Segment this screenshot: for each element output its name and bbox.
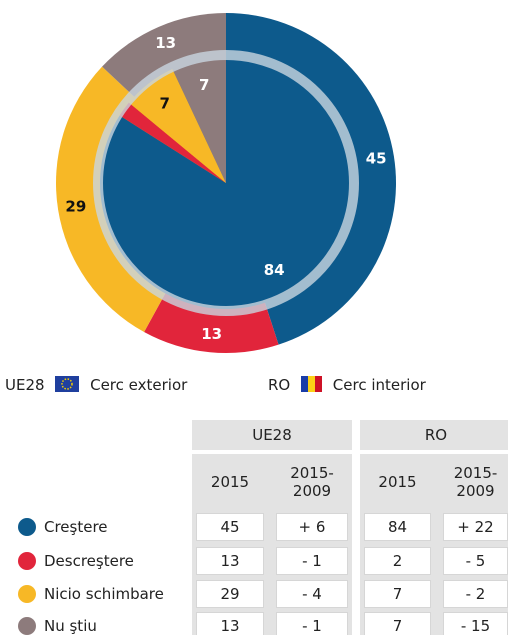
category: Creştere <box>44 518 108 536</box>
row-label: Nicio schimbare <box>18 581 188 607</box>
ro-flag <box>301 376 323 392</box>
table-cell: 7 <box>364 612 431 635</box>
category: Descreştere <box>44 552 134 570</box>
legend-label: Cerc exterior <box>90 376 188 394</box>
group-header: UE28 <box>192 420 352 450</box>
slice <box>172 57 226 183</box>
data-label: 13 <box>155 34 176 52</box>
table-cell: + 22 <box>443 513 508 541</box>
row-label: Descreştere <box>18 548 188 574</box>
data-label: 29 <box>65 197 86 215</box>
inner-ring <box>93 50 359 316</box>
table-cell: 2 <box>364 547 431 575</box>
table-cell: 84 <box>364 513 431 541</box>
data-label: 7 <box>199 76 209 94</box>
table-cell: - 15 <box>443 612 508 635</box>
table-cell: 7 <box>364 580 431 608</box>
legend-dot <box>18 518 36 536</box>
table-cell: 13 <box>196 547 264 575</box>
row-label: Creştere <box>18 514 188 540</box>
data-label: 7 <box>159 94 169 112</box>
slice <box>119 102 226 183</box>
category: Nicio schimbare <box>44 585 164 603</box>
data-label: 84 <box>264 261 285 279</box>
legend-dot <box>18 552 36 570</box>
eu-flag <box>55 376 80 392</box>
legend-name: UE28 <box>5 376 45 394</box>
legend-label: Cerc interior <box>332 376 426 394</box>
table-cell: - 1 <box>276 612 348 635</box>
data-label: 45 <box>366 150 387 168</box>
row-label: Nu ştiu <box>18 613 188 635</box>
table-cell: 13 <box>196 612 264 635</box>
column-header: 2015-2009 <box>290 464 334 500</box>
table-cell: - 5 <box>443 547 508 575</box>
table-cell: - 1 <box>276 547 348 575</box>
group-header: RO <box>360 420 508 450</box>
chart: 45 13 29 13 84 7 7 <box>56 13 396 353</box>
category: Nu ştiu <box>44 617 97 635</box>
table-cell: - 2 <box>443 580 508 608</box>
column-header: 2015 <box>210 473 250 491</box>
legend-dot <box>18 617 36 635</box>
table-cell: 29 <box>196 580 264 608</box>
column-header: 2015-2009 <box>453 464 498 500</box>
table-cell: - 4 <box>276 580 348 608</box>
legend-inner: RO Cerc interior <box>268 374 426 396</box>
legend-name: RO <box>268 376 291 394</box>
column-header: 2015 <box>378 473 417 491</box>
slice <box>128 68 226 183</box>
legend-outer: UE28 Cerc exterior <box>5 374 187 396</box>
legend-dot <box>18 585 36 603</box>
table-cell: + 6 <box>276 513 348 541</box>
table-cell: 45 <box>196 513 264 541</box>
slice <box>99 57 352 309</box>
data-label: 13 <box>201 325 222 343</box>
